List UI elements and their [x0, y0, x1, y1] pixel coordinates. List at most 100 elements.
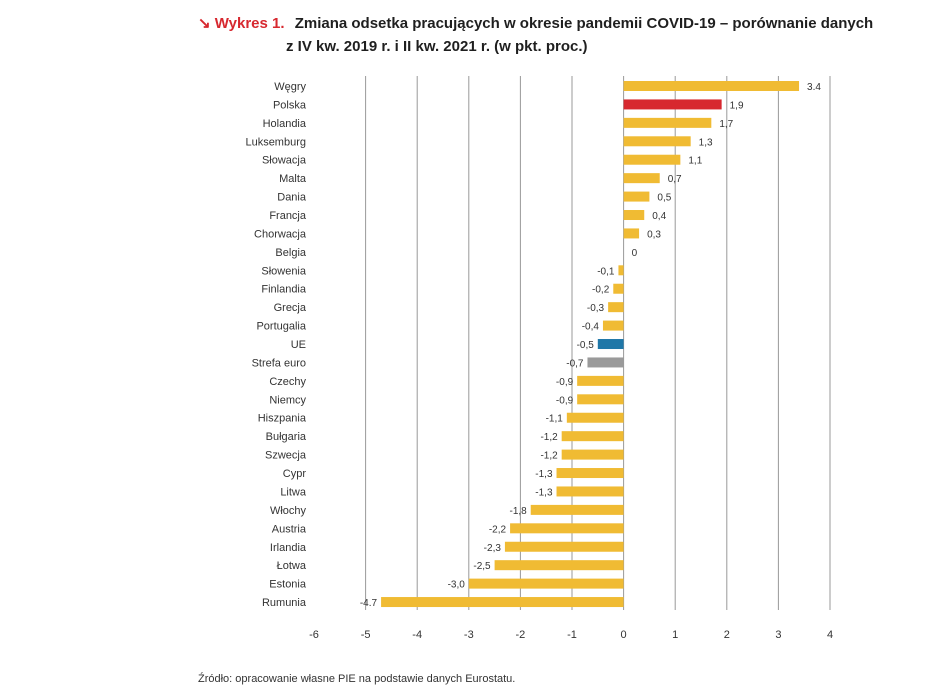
bar — [597, 339, 624, 350]
data-label: -1,3 — [535, 487, 553, 498]
category-label: Holandia — [263, 118, 307, 130]
category-label: Rumunia — [262, 597, 307, 609]
bar — [556, 468, 624, 479]
category-label: Grecja — [274, 302, 307, 314]
category-label: UE — [291, 339, 306, 351]
data-label: -2,3 — [484, 543, 502, 554]
bar — [623, 173, 660, 184]
bar — [577, 394, 624, 405]
bar — [561, 431, 624, 442]
x-tick-label: 3 — [775, 629, 781, 641]
category-label: Francja — [269, 210, 307, 222]
category-label: Cypr — [283, 468, 307, 480]
x-tick-label: -1 — [567, 629, 577, 641]
bar — [556, 486, 624, 497]
bar — [623, 99, 722, 110]
bar — [504, 541, 624, 552]
data-label: 0,3 — [647, 229, 661, 240]
category-label: Szwecja — [265, 450, 307, 462]
x-tick-label: -3 — [464, 629, 474, 641]
bar — [623, 154, 681, 165]
category-label: Czechy — [269, 376, 306, 388]
data-label: 1,3 — [699, 137, 713, 148]
category-label: Malta — [279, 173, 307, 185]
bar — [618, 265, 624, 276]
data-label: -0,4 — [582, 322, 600, 333]
bar — [623, 210, 645, 221]
data-label: -2,5 — [473, 561, 491, 572]
bar — [530, 504, 624, 515]
data-label: 0,7 — [668, 174, 682, 185]
bar — [623, 191, 650, 202]
data-label: 0,4 — [652, 211, 666, 222]
category-label: Słowacja — [262, 155, 307, 167]
data-label: 1,1 — [688, 156, 702, 167]
data-label: -0,5 — [577, 340, 595, 351]
data-label: -0,7 — [566, 358, 584, 369]
bar — [566, 412, 624, 423]
data-label: -1,2 — [540, 451, 558, 462]
bar — [561, 449, 624, 460]
category-label: Hiszpania — [258, 413, 307, 425]
bar — [494, 560, 624, 571]
bar — [587, 357, 624, 368]
x-tick-label: -5 — [361, 629, 371, 641]
bar — [613, 283, 624, 294]
bar — [623, 81, 800, 91]
category-label: Węgry — [274, 81, 306, 93]
bar — [510, 523, 624, 534]
bar — [577, 375, 624, 386]
data-label: -0,1 — [597, 266, 615, 277]
category-label: Niemcy — [269, 394, 306, 406]
category-label: Słowenia — [261, 265, 307, 277]
category-label: Włochy — [270, 505, 307, 517]
chart-title: ↘ Wykres 1. Zmiana odsetka pracujących w… — [198, 12, 918, 58]
data-label: -1,1 — [546, 414, 564, 425]
category-label: Austria — [272, 523, 307, 535]
bar — [623, 136, 691, 147]
bar — [623, 228, 640, 239]
category-label: Bułgaria — [266, 431, 307, 443]
data-label: 3.4 — [807, 82, 821, 93]
data-label: 0 — [632, 248, 638, 259]
data-label: -0,2 — [592, 285, 610, 296]
data-label: -1,8 — [509, 506, 527, 517]
category-label: Luksemburg — [245, 136, 306, 148]
chart-title-line2: z IV kw. 2019 r. i II kw. 2021 r. (w pkt… — [286, 38, 588, 55]
source-note: Źródło: opracowanie własne PIE na podsta… — [198, 673, 516, 685]
x-tick-label: 0 — [621, 629, 627, 641]
category-label: Strefa euro — [252, 357, 306, 369]
category-label: Estonia — [269, 579, 307, 591]
x-tick-label: -6 — [309, 629, 319, 641]
bar — [602, 320, 624, 331]
x-tick-label: 1 — [672, 629, 678, 641]
category-label: Polska — [273, 99, 307, 111]
data-label: 1,9 — [730, 100, 744, 111]
data-label: -1,3 — [535, 469, 553, 480]
data-label: 0,5 — [657, 193, 671, 204]
x-tick-label: -4 — [412, 629, 422, 641]
category-label: Belgia — [275, 247, 306, 259]
category-label: Litwa — [280, 486, 307, 498]
data-label: -3,0 — [448, 580, 466, 591]
category-label: Łotwa — [277, 560, 307, 572]
category-label: Irlandia — [270, 542, 307, 554]
category-label: Chorwacja — [254, 228, 307, 240]
data-label: -1,2 — [540, 432, 558, 443]
bar — [608, 302, 624, 313]
data-label: -0,9 — [556, 395, 574, 406]
x-tick-label: 4 — [827, 629, 833, 641]
chart-title-line1: Zmiana odsetka pracujących w okresie pan… — [294, 15, 874, 32]
data-label: -4.7 — [360, 598, 378, 609]
arrow-down-right-icon: ↘ — [198, 15, 211, 32]
category-label: Portugalia — [256, 321, 306, 333]
data-label: -0,9 — [556, 377, 574, 388]
x-tick-label: -2 — [516, 629, 526, 641]
chart-number-label: Wykres 1. — [214, 15, 285, 32]
data-label: 1,7 — [719, 119, 733, 130]
data-label: -2,2 — [489, 524, 507, 535]
bar — [381, 597, 624, 608]
bar — [623, 117, 712, 128]
bar — [468, 578, 624, 589]
